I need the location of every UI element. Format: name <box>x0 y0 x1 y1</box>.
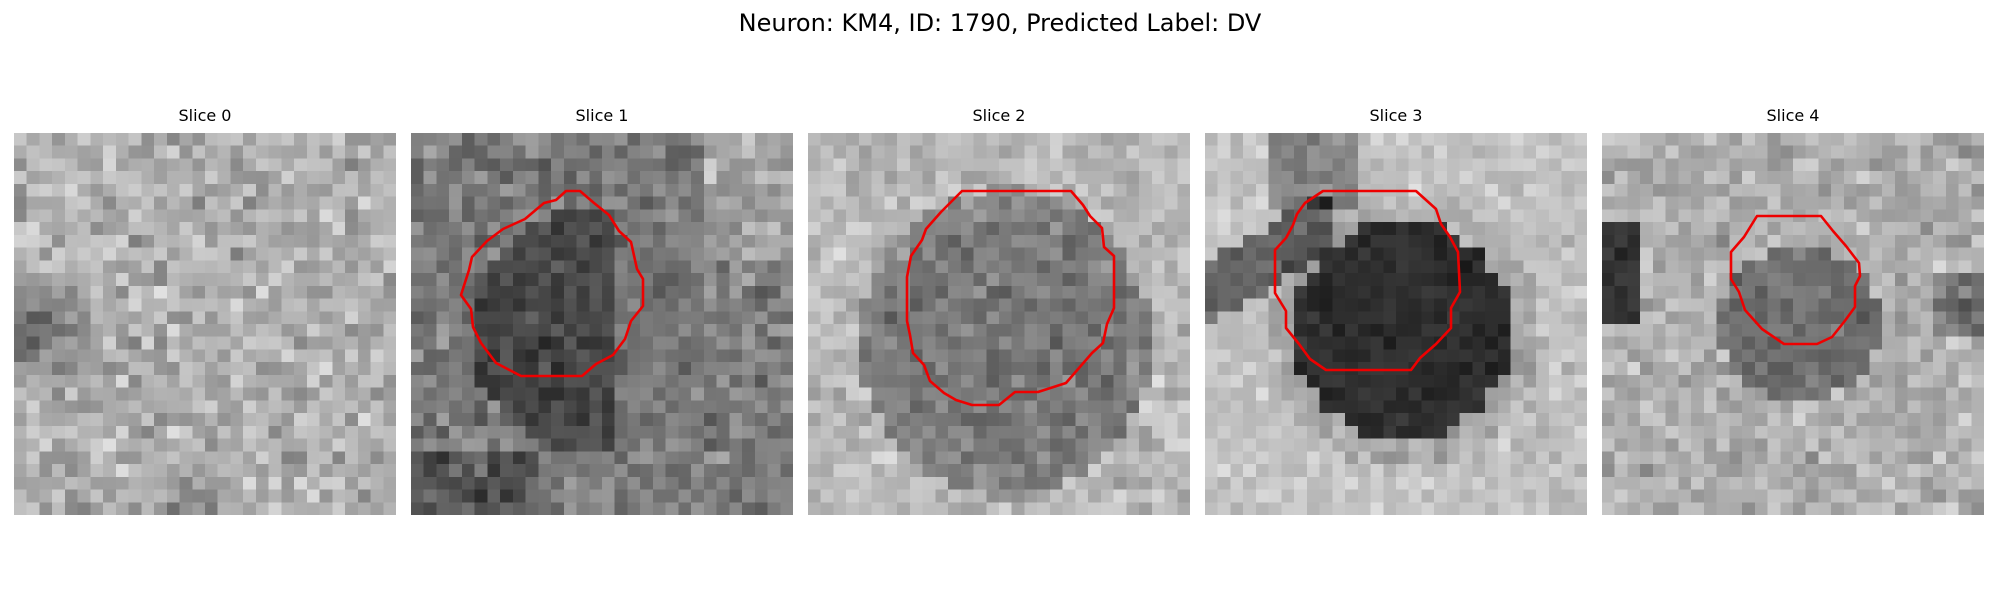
slice-4-contour <box>1729 214 1862 346</box>
slice-image-4 <box>1602 133 1984 515</box>
slice-0-pixels <box>14 133 396 515</box>
slice-title-2: Slice 2 <box>972 106 1026 125</box>
slice-title-1: Slice 1 <box>575 106 629 125</box>
slice-3-contour <box>1273 189 1462 372</box>
slice-title-4: Slice 4 <box>1766 106 1820 125</box>
figure-title: Neuron: KM4, ID: 1790, Predicted Label: … <box>738 9 1262 37</box>
slice-title-0: Slice 0 <box>178 106 232 125</box>
slice-2-contour <box>905 189 1116 407</box>
slice-image-3 <box>1205 133 1587 515</box>
slice-3-overlay <box>1273 189 1462 372</box>
slice-3-pixels <box>1205 133 1587 515</box>
slice-4-overlay <box>1729 214 1862 346</box>
slice-1-contour <box>459 189 645 378</box>
slice-image-0 <box>14 133 396 515</box>
slice-4-pixels <box>1602 133 1984 515</box>
slice-1-pixels <box>411 133 793 515</box>
slice-2-overlay <box>905 189 1116 407</box>
slice-image-2 <box>808 133 1190 515</box>
slice-title-3: Slice 3 <box>1369 106 1423 125</box>
slice-2-pixels <box>808 133 1190 515</box>
slice-1-overlay <box>459 189 645 378</box>
slice-image-1 <box>411 133 793 515</box>
